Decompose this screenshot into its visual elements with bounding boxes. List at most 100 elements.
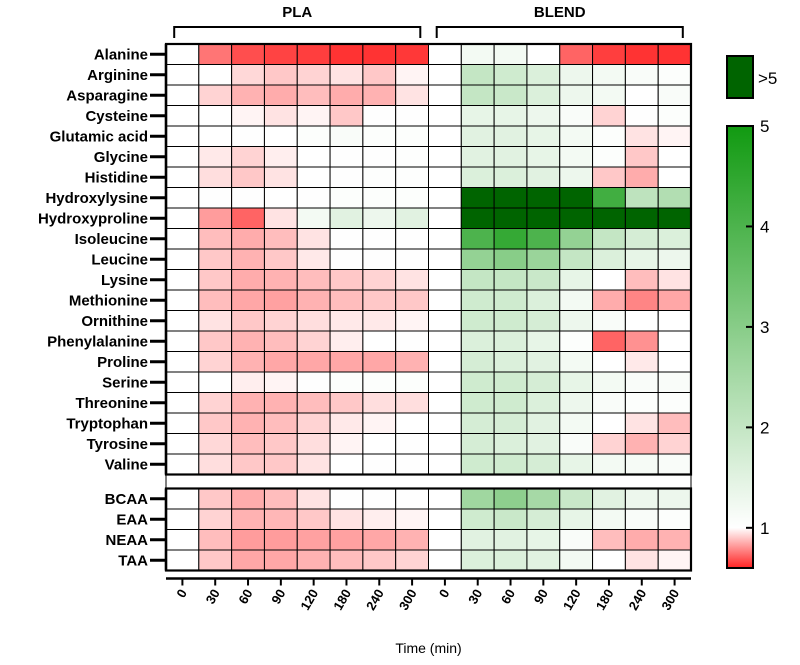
- heatmap-cell-blend-neaa-90: [526, 529, 561, 551]
- heatmap-cell-blend-arginine-60: [493, 64, 528, 86]
- heatmap-cell-blend-valine-30: [460, 453, 495, 475]
- heatmap-cell-pla-proline-180: [329, 351, 364, 373]
- heatmap-cell-pla-asparagine-120: [296, 84, 331, 106]
- heatmap-cell-pla-cysteine-0: [165, 105, 200, 127]
- colorbar-tick-label-3: 3: [760, 318, 769, 337]
- heatmap-cell-blend-proline-90: [526, 351, 561, 373]
- group-bracket-blend: [435, 26, 684, 38]
- heatmap-cell-blend-histidine-90: [526, 166, 561, 188]
- heatmap-cell-blend-glycine-60: [493, 146, 528, 168]
- row-label-glycine: Glycine: [94, 149, 148, 166]
- heatmap-cell-pla-serine-240: [362, 371, 397, 393]
- heatmap-cell-pla-glutamic-acid-0: [165, 125, 200, 147]
- heatmap-cell-blend-eaa-30: [460, 508, 495, 530]
- heatmap-cell-blend-leucine-120: [559, 248, 594, 270]
- heatmap-cell-pla-cysteine-30: [198, 105, 233, 127]
- heatmap-cell-blend-ornithine-30: [460, 310, 495, 332]
- heatmap-cell-pla-histidine-0: [165, 166, 200, 188]
- colorbar-tick-label-2: 2: [760, 418, 769, 437]
- heatmap-cell-pla-asparagine-180: [329, 84, 364, 106]
- heatmap-cell-blend-leucine-180: [592, 248, 626, 270]
- heatmap-cell-pla-tryptophan-240: [362, 412, 397, 434]
- heatmap-cell-blend-ornithine-60: [493, 310, 528, 332]
- heatmap-cell-pla-glutamic-acid-180: [329, 125, 364, 147]
- heatmap-cell-blend-alanine-60: [493, 43, 528, 65]
- heatmap-cell-pla-neaa-120: [296, 529, 331, 551]
- heatmap-cell-pla-serine-180: [329, 371, 364, 393]
- heatmap-gap-row: [165, 474, 692, 489]
- heatmap-cell-pla-alanine-300: [395, 43, 429, 65]
- heatmap-cell-blend-bcaa-120: [559, 488, 594, 510]
- heatmap-cell-blend-valine-300: [657, 453, 692, 475]
- heatmap-cell-blend-glycine-300: [657, 146, 692, 168]
- heatmap-cell-blend-leucine-30: [460, 248, 495, 270]
- heatmap-cell-blend-phenylalanine-120: [559, 330, 594, 352]
- heatmap-cell-blend-bcaa-300: [657, 488, 692, 510]
- heatmap-cell-blend-glutamic-acid-180: [592, 125, 626, 147]
- heatmap-cell-pla-threonine-240: [362, 392, 397, 414]
- heatmap-cell-pla-alanine-180: [329, 43, 364, 65]
- heatmap-cell-pla-hydroxylysine-60: [231, 187, 265, 209]
- heatmap-cell-blend-leucine-60: [493, 248, 528, 270]
- x-axis-title: Time (min): [395, 640, 461, 656]
- heatmap-cell-blend-lysine-60: [493, 269, 528, 291]
- heatmap-cell-pla-cysteine-120: [296, 105, 331, 127]
- heatmap-cell-pla-cysteine-60: [231, 105, 265, 127]
- heatmap-cell-pla-isoleucine-60: [231, 228, 265, 250]
- heatmap-cell-pla-bcaa-60: [231, 488, 265, 510]
- heatmap-cell-blend-ornithine-0: [428, 310, 462, 332]
- x-tick-label-pla-240: 240: [363, 587, 387, 613]
- heatmap-cell-blend-ornithine-90: [526, 310, 561, 332]
- heatmap-cell-blend-proline-60: [493, 351, 528, 373]
- heatmap-cell-blend-taa-240: [624, 549, 659, 571]
- colorbar-overflow-swatch: [726, 55, 754, 99]
- heatmap-cell-blend-taa-90: [526, 549, 561, 571]
- heatmap-cell-pla-taa-60: [231, 549, 265, 571]
- heatmap-cell-pla-taa-120: [296, 549, 331, 571]
- row-label-proline: Proline: [97, 354, 148, 371]
- heatmap-cell-blend-asparagine-180: [592, 84, 626, 106]
- row-label-cysteine: Cysteine: [85, 108, 148, 125]
- heatmap-cell-blend-serine-60: [493, 371, 528, 393]
- heatmap-cell-pla-bcaa-30: [198, 488, 233, 510]
- heatmap-cell-pla-glycine-90: [263, 146, 298, 168]
- heatmap-cell-pla-ornithine-60: [231, 310, 265, 332]
- x-tick-label-pla-0: 0: [173, 587, 190, 601]
- heatmap-cell-pla-proline-90: [263, 351, 298, 373]
- heatmap-cell-pla-hydroxyproline-0: [165, 207, 200, 229]
- heatmap-cell-pla-phenylalanine-240: [362, 330, 397, 352]
- heatmap-cell-pla-bcaa-180: [329, 488, 364, 510]
- heatmap-cell-pla-tryptophan-0: [165, 412, 200, 434]
- colorbar-overflow-label: >5: [758, 69, 777, 88]
- x-tick-label-pla-300: 300: [396, 587, 420, 613]
- row-label-phenylalanine: Phenylalanine: [47, 333, 148, 350]
- heatmap-cell-pla-lysine-30: [198, 269, 233, 291]
- heatmap-cell-pla-hydroxyproline-300: [395, 207, 429, 229]
- heatmap-cell-pla-tryptophan-30: [198, 412, 233, 434]
- heatmap-cell-pla-glycine-180: [329, 146, 364, 168]
- heatmap-cell-blend-tryptophan-240: [624, 412, 659, 434]
- heatmap-cell-blend-glycine-180: [592, 146, 626, 168]
- heatmap-cell-pla-valine-120: [296, 453, 331, 475]
- heatmap-cell-blend-methionine-240: [624, 289, 659, 311]
- heatmap-cell-blend-phenylalanine-30: [460, 330, 495, 352]
- heatmap-cell-blend-alanine-180: [592, 43, 626, 65]
- heatmap-cell-blend-isoleucine-300: [657, 228, 692, 250]
- heatmap-cell-blend-neaa-60: [493, 529, 528, 551]
- heatmap-cell-blend-alanine-120: [559, 43, 594, 65]
- heatmap-cell-blend-tyrosine-0: [428, 433, 462, 455]
- heatmap-cell-pla-phenylalanine-30: [198, 330, 233, 352]
- heatmap-cell-pla-taa-30: [198, 549, 233, 571]
- heatmap-cell-blend-eaa-240: [624, 508, 659, 530]
- heatmap-cell-blend-ornithine-120: [559, 310, 594, 332]
- heatmap-cell-blend-valine-90: [526, 453, 561, 475]
- heatmap-cell-pla-ornithine-90: [263, 310, 298, 332]
- heatmap-cell-pla-alanine-90: [263, 43, 298, 65]
- heatmap-cell-pla-tryptophan-180: [329, 412, 364, 434]
- row-label-threonine: Threonine: [75, 395, 148, 412]
- heatmap-cell-blend-serine-0: [428, 371, 462, 393]
- heatmap-cell-pla-histidine-60: [231, 166, 265, 188]
- heatmap-cell-blend-neaa-120: [559, 529, 594, 551]
- heatmap-cell-blend-glutamic-acid-30: [460, 125, 495, 147]
- heatmap-cell-pla-cysteine-180: [329, 105, 364, 127]
